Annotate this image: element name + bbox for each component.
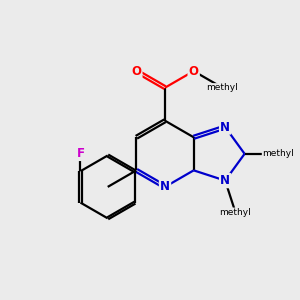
Text: methyl: methyl	[206, 83, 238, 92]
Text: methyl: methyl	[220, 208, 251, 217]
Text: O: O	[131, 64, 141, 78]
Text: methyl: methyl	[262, 149, 294, 158]
Text: F: F	[76, 147, 85, 160]
Text: N: N	[160, 180, 170, 194]
Text: O: O	[189, 64, 199, 78]
Text: N: N	[220, 174, 230, 187]
Text: N: N	[220, 121, 230, 134]
